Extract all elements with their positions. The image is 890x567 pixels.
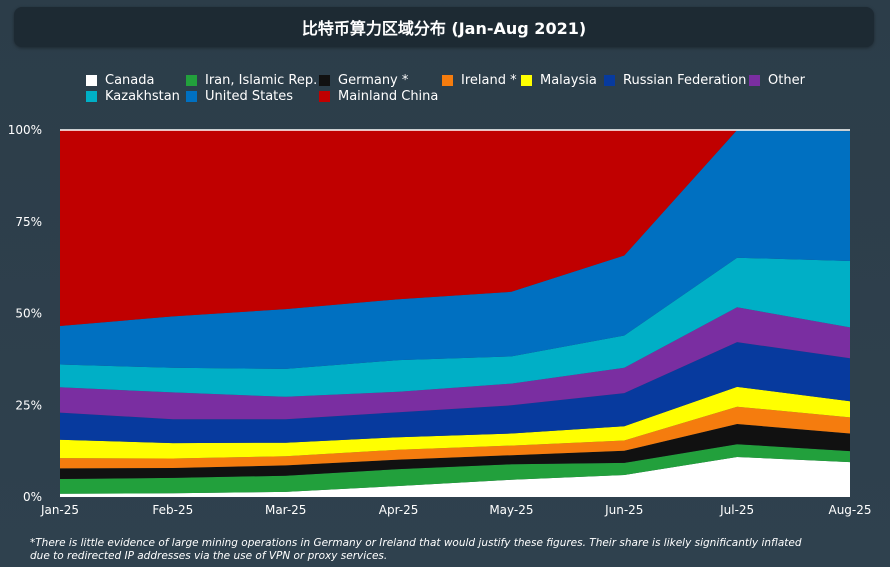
x-tick-label: Jul-25 [719, 503, 754, 517]
legend-label: Germany * [338, 73, 409, 88]
legend-label: Canada [105, 73, 155, 88]
x-tick-label: Mar-25 [265, 503, 306, 517]
legend-swatch [86, 75, 97, 86]
y-tick-label: 100% [8, 123, 42, 137]
legend-swatch [186, 75, 197, 86]
x-tick-label: Apr-25 [379, 503, 419, 517]
legend-swatch [86, 91, 97, 102]
y-axis-ticks: 0% 25% 50% 75% 100% [8, 123, 42, 504]
legend-label: United States [205, 89, 294, 104]
x-axis-ticks: Jan-25 Feb-25 Mar-25 Apr-25 May-25 Jun-25 Jul-… [40, 503, 872, 517]
legend-item-mainland-china[interactable]: Mainland China [319, 89, 438, 104]
chart-title: 比特币算力区域分布 (Jan-Aug 2021) [301, 19, 587, 38]
footnote: *There is little evidence of large minin… [30, 537, 802, 562]
legend-label: Ireland * [461, 73, 517, 88]
legend-label: Other [768, 73, 805, 88]
legend-item-malaysia[interactable]: Malaysia [521, 73, 597, 88]
legend-label: Iran, Islamic Rep. [205, 73, 318, 88]
legend-swatch [442, 75, 453, 86]
y-tick-label: 75% [15, 215, 42, 229]
legend-swatch [186, 91, 197, 102]
legend-label: Mainland China [338, 89, 439, 104]
legend-item-iran[interactable]: Iran, Islamic Rep. [186, 73, 317, 88]
legend-swatch [604, 75, 615, 86]
legend-item-kazakhstan[interactable]: Kazakhstan [86, 89, 180, 104]
y-tick-label: 50% [15, 307, 42, 321]
area-united-states [60, 130, 850, 369]
y-tick-label: 0% [23, 490, 42, 504]
area-canada [60, 457, 850, 497]
x-tick-label: Feb-25 [152, 503, 193, 517]
legend-swatch [521, 75, 532, 86]
legend-item-canada[interactable]: Canada [86, 73, 154, 88]
area-mainland-china [60, 130, 850, 326]
chart-title-bar: 比特币算力区域分布 (Jan-Aug 2021) [14, 7, 874, 47]
legend-item-united-states[interactable]: United States [186, 89, 293, 104]
area-russian-federation [60, 342, 850, 444]
legend-swatch [319, 75, 330, 86]
legend-item-germany[interactable]: Germany * [319, 73, 408, 88]
legend-swatch [749, 75, 760, 86]
area-malaysia [60, 386, 850, 459]
x-tick-label: May-25 [489, 503, 533, 517]
legend-label: Malaysia [540, 73, 597, 88]
legend-item-russian-federation[interactable]: Russian Federation [604, 73, 746, 88]
legend-item-other[interactable]: Other [749, 73, 805, 88]
x-tick-label: Aug-25 [828, 503, 871, 517]
legend-swatch [319, 91, 330, 102]
legend-label: Russian Federation [623, 73, 747, 88]
area-series-group [60, 130, 850, 497]
legend-label: Kazakhstan [105, 89, 180, 104]
x-tick-label: Jun-25 [604, 503, 643, 517]
legend-item-ireland[interactable]: Ireland * [442, 73, 517, 88]
x-tick-label: Jan-25 [40, 503, 79, 517]
area-kazakhstan [60, 257, 850, 397]
area-ireland [60, 406, 850, 469]
area-iran-islamic-rep [60, 444, 850, 494]
area-germany [60, 424, 850, 479]
y-tick-label: 25% [15, 398, 42, 412]
area-other [60, 307, 850, 420]
